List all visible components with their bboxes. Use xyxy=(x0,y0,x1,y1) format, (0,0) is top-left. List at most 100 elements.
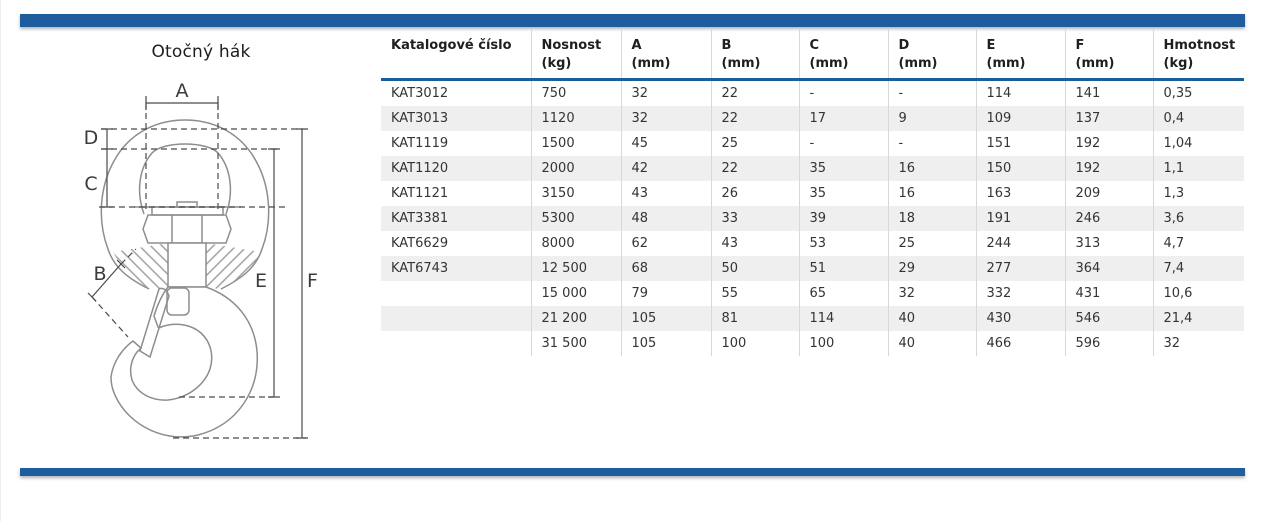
table-cell: 25 xyxy=(887,231,976,257)
table-cell: 65 xyxy=(798,281,888,307)
table-cell: 21 200 xyxy=(530,306,621,332)
column-header: B (mm) xyxy=(710,28,799,80)
table-cell: 150 xyxy=(975,156,1065,182)
hook-outline-group xyxy=(100,119,270,438)
dim-label-d: D xyxy=(84,127,99,149)
eye-inner-opening xyxy=(138,143,232,215)
table-row: KAT1121 3150 43 26 35 16 163 209 1,3 xyxy=(381,181,1244,207)
dim-E-line xyxy=(268,148,280,398)
table-cell: 32 xyxy=(620,106,711,132)
table-cell: 1,1 xyxy=(1152,156,1244,182)
table-cell: 31 500 xyxy=(530,331,621,357)
ext-B-lower xyxy=(91,296,129,338)
table-cell: 546 xyxy=(1064,306,1153,332)
table-cell: 50 xyxy=(710,256,799,282)
table-cell: 48 xyxy=(620,206,711,232)
table-cell: KAT3013 xyxy=(391,111,449,127)
table-cell: 114 xyxy=(975,79,1065,107)
table-cell: 3150 xyxy=(530,181,621,207)
table-cell: 1,3 xyxy=(1152,181,1244,207)
table-cell: 43 xyxy=(710,231,799,257)
table-row: KAT6743 12 500 68 50 51 29 277 364 7,4 xyxy=(381,256,1244,282)
table-cell: 277 xyxy=(975,256,1065,282)
table-cell: 332 xyxy=(975,281,1065,307)
dimension-lines-group xyxy=(87,96,308,439)
table-cell: 79 xyxy=(620,281,711,307)
table-cell: 33 xyxy=(710,206,799,232)
hex-nut xyxy=(142,214,232,244)
table-cell: 105 xyxy=(620,331,711,357)
table-cell: 0,35 xyxy=(1152,79,1244,107)
table-cell xyxy=(381,306,531,331)
table-cell: 750 xyxy=(530,79,621,107)
table-cell: 43 xyxy=(620,181,711,207)
table-cell: 18 xyxy=(887,206,976,232)
table-cell: 2000 xyxy=(530,156,621,182)
table-cell: 1120 xyxy=(530,106,621,132)
column-header: C (mm) xyxy=(798,28,888,80)
washer xyxy=(151,206,224,216)
table-cell: 244 xyxy=(975,231,1065,257)
table-body: KAT3012 750 32 22- -114 141 0,35 KAT3013 1120 32 2… xyxy=(381,79,1244,357)
column-header: E (mm) xyxy=(975,28,1065,80)
table-row: KAT3012 750 32 22- -114 141 0,35 xyxy=(381,79,1244,107)
table-row: 31 500 105 100 100 40 466 596 32 xyxy=(381,331,1244,357)
latch-pivot-bracket xyxy=(166,287,190,316)
table-cell: 53 xyxy=(798,231,888,257)
table-cell: 466 xyxy=(975,331,1065,357)
table-cell: 596 xyxy=(1064,331,1153,357)
table-cell: 430 xyxy=(975,306,1065,332)
table-cell: 22 xyxy=(710,156,799,182)
table-cell: 4,7 xyxy=(1152,231,1244,257)
table-cell: 0,4 xyxy=(1152,106,1244,132)
table-cell: 29 xyxy=(887,256,976,282)
table-cell: - xyxy=(887,131,976,157)
table-cell: KAT1119 xyxy=(391,136,449,152)
table-cell: KAT1120 xyxy=(391,161,449,177)
table-cell: 39 xyxy=(798,206,888,232)
table-cell: 10,6 xyxy=(1152,281,1244,307)
eye-outer-contour xyxy=(100,119,270,290)
table-cell: 51 xyxy=(798,256,888,282)
table-cell: 100 xyxy=(798,331,888,357)
table-cell: 16 xyxy=(887,181,976,207)
column-header: F (mm) xyxy=(1064,28,1153,80)
table-cell: 32 xyxy=(620,79,711,107)
table-cell xyxy=(381,281,531,306)
column-header: Katalogové číslo xyxy=(391,38,512,53)
table-cell: 1500 xyxy=(530,131,621,157)
dashed-extension-lines xyxy=(91,103,306,439)
table-cell: 12 500 xyxy=(530,256,621,282)
table-cell: KAT3381 xyxy=(391,211,449,227)
table-cell: 151 xyxy=(975,131,1065,157)
table-cell: 163 xyxy=(975,181,1065,207)
table-cell: 109 xyxy=(975,106,1065,132)
spec-table: Katalogové číslo Nosnost (kg) A (mm) B (mm) C (m… xyxy=(381,28,1244,357)
table-cell: 35 xyxy=(798,156,888,182)
table-cell: 141 xyxy=(1064,79,1153,107)
table-cell: 55 xyxy=(710,281,799,307)
hook-technical-drawing: A D C B E F xyxy=(84,80,318,439)
table-row: KAT1120 2000 42 22 35 16 150 192 1,1 xyxy=(381,156,1244,182)
top-accent-bar xyxy=(20,14,1245,27)
table-cell: 3,6 xyxy=(1152,206,1244,232)
ext-B-upper xyxy=(120,248,137,265)
table-cell xyxy=(381,331,531,356)
table-row: 15 000 79 55 65 32 332 431 10,6 xyxy=(381,281,1244,307)
table-cell: 7,4 xyxy=(1152,256,1244,282)
dim-label-f: F xyxy=(307,270,318,292)
diagram-title: Otočný hák xyxy=(151,42,251,62)
table-cell: 16 xyxy=(887,156,976,182)
table-cell: KAT3012 xyxy=(391,86,449,102)
table-cell: KAT6743 xyxy=(391,261,449,277)
table-cell: 114 xyxy=(798,306,888,332)
table-cell: - xyxy=(798,131,888,157)
dim-label-c: C xyxy=(84,173,97,195)
table-cell: 22 xyxy=(710,106,799,132)
table-cell: 137 xyxy=(1064,106,1153,132)
table-cell: 26 xyxy=(710,181,799,207)
table-row: 21 200 105 81 114 40 430 546 21,4 xyxy=(381,306,1244,332)
hatch-left xyxy=(113,243,168,289)
table-cell: 8000 xyxy=(530,231,621,257)
